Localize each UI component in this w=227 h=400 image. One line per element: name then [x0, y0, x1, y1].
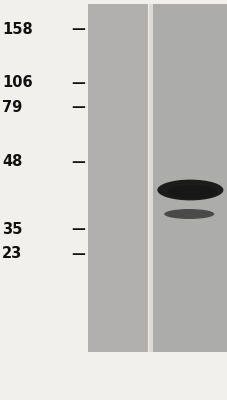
Text: 48: 48 [2, 154, 22, 170]
Text: —: — [71, 100, 85, 114]
Text: 106: 106 [2, 75, 33, 90]
Ellipse shape [167, 185, 217, 199]
Text: —: — [71, 76, 85, 90]
Text: —: — [71, 246, 85, 261]
Text: —: — [71, 222, 85, 236]
Text: —: — [71, 22, 85, 36]
Ellipse shape [163, 209, 213, 219]
Text: 158: 158 [2, 22, 33, 37]
Text: 23: 23 [2, 246, 22, 261]
Bar [152, 4, 227, 352]
Text: 35: 35 [2, 222, 22, 237]
Ellipse shape [157, 180, 222, 200]
Text: —: — [71, 155, 85, 169]
Bar [149, 4, 152, 352]
Text: 79: 79 [2, 100, 22, 115]
Bar [87, 4, 148, 352]
